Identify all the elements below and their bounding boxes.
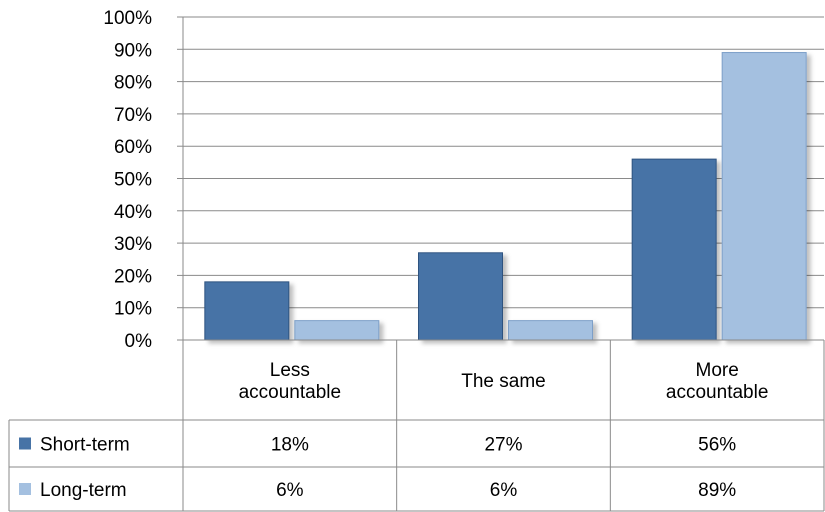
- y-tick-label: 10%: [114, 299, 152, 320]
- y-tick-label: 70%: [114, 105, 152, 126]
- x-category-label: accountable: [666, 382, 768, 403]
- bar-long-term-0: [294, 320, 380, 341]
- legend-key-short-term: [19, 437, 31, 450]
- bar-short-term-0: [204, 281, 290, 341]
- y-tick-label: 100%: [103, 8, 152, 29]
- y-tick-label: 40%: [114, 202, 152, 223]
- bar-short-term-2: [631, 158, 717, 341]
- axes: [177, 16, 184, 341]
- y-tick-label: 60%: [114, 137, 152, 158]
- y-tick-label: 0%: [125, 331, 153, 352]
- y-tick-label: 90%: [114, 40, 152, 61]
- y-tick-label: 30%: [114, 234, 152, 255]
- bars: [204, 52, 807, 341]
- y-tick-label: 50%: [114, 170, 152, 191]
- x-category-label: More: [696, 360, 739, 381]
- legend-label: Short-term: [40, 435, 130, 456]
- table-value: 6%: [276, 480, 304, 501]
- legend-label: Long-term: [40, 480, 127, 501]
- table-value: 18%: [271, 435, 309, 456]
- y-tick-label: 20%: [114, 266, 152, 287]
- y-tick-label: 80%: [114, 73, 152, 94]
- y-tick-labels: 0% 10% 20% 30% 40% 50% 60% 70% 80% 90% 100%: [103, 8, 152, 352]
- table-value: 89%: [698, 480, 736, 501]
- gridlines: [183, 16, 824, 309]
- bar-short-term-1: [418, 252, 503, 341]
- x-category-label: Less: [270, 360, 310, 381]
- bar-long-term-2: [721, 52, 807, 341]
- legend-key-long-term: [19, 483, 31, 495]
- table-value: 56%: [698, 435, 736, 456]
- table-value: 27%: [484, 435, 522, 456]
- x-category-label: accountable: [239, 382, 341, 403]
- x-category-label: The same: [461, 371, 545, 392]
- bar-long-term-1: [508, 320, 593, 341]
- table-value: 6%: [490, 480, 518, 501]
